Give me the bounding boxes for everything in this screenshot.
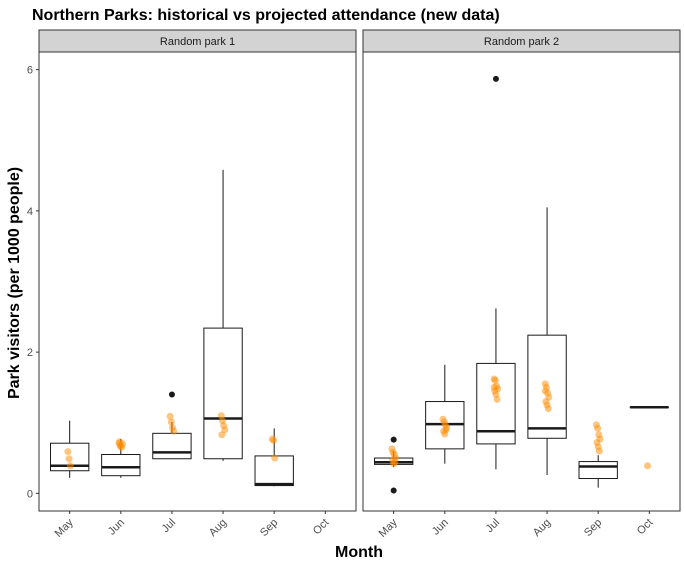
outlier-point bbox=[168, 391, 175, 398]
projected-point bbox=[442, 426, 450, 434]
projected-point bbox=[544, 405, 552, 413]
chart-title: Northern Parks: historical vs projected … bbox=[32, 7, 500, 24]
y-tick-label: 2 bbox=[27, 347, 33, 359]
y-tick-label: 6 bbox=[27, 65, 33, 77]
projected-point bbox=[64, 448, 72, 456]
x-tick-label: Oct bbox=[635, 517, 656, 538]
projected-point bbox=[490, 383, 498, 391]
x-tick-label: Jun bbox=[106, 517, 127, 538]
projected-point bbox=[491, 376, 499, 384]
y-tick-label: 0 bbox=[27, 488, 33, 500]
box-jul bbox=[152, 391, 192, 460]
projected-point bbox=[170, 427, 178, 435]
facet-panel: Random park 1 May Jun Jul Aug Sep Oct bbox=[38, 29, 357, 540]
projected-point bbox=[644, 462, 652, 470]
projected-point bbox=[117, 442, 125, 450]
x-tick-label: May bbox=[53, 516, 77, 540]
x-tick-label: Jul bbox=[484, 517, 502, 535]
projected-point bbox=[493, 395, 501, 403]
projected-point bbox=[65, 455, 73, 463]
projected-point bbox=[271, 454, 279, 462]
x-tick-label: Jul bbox=[160, 517, 178, 535]
box-body bbox=[203, 327, 243, 460]
y-tick-label: 4 bbox=[27, 206, 33, 218]
box-body bbox=[152, 432, 192, 460]
x-tick-label: Sep bbox=[258, 517, 280, 539]
projected-point bbox=[541, 387, 549, 395]
x-tick-label: May bbox=[377, 516, 401, 540]
projected-point bbox=[166, 412, 174, 420]
facet-strip-label: Random park 1 bbox=[160, 36, 235, 48]
projected-point bbox=[595, 447, 603, 455]
outlier-point bbox=[492, 75, 499, 82]
x-tick-label: Oct bbox=[311, 517, 332, 538]
box-jun bbox=[101, 438, 141, 478]
y-axis-title: Park visitors (per 1000 people) bbox=[6, 167, 23, 399]
box-sep bbox=[578, 455, 618, 488]
x-tick-label: Sep bbox=[582, 517, 604, 539]
facet-panel: Random park 2 May Jun Jul Aug Sep Oct bbox=[362, 29, 681, 540]
x-tick-label: Jun bbox=[430, 517, 451, 538]
projected-point bbox=[167, 418, 175, 426]
outlier-point bbox=[390, 436, 397, 443]
x-axis-title: Month bbox=[335, 544, 383, 561]
box-body bbox=[578, 461, 618, 480]
facet-strip-label: Random park 2 bbox=[484, 36, 559, 48]
projected-point bbox=[66, 462, 74, 470]
panel-border bbox=[38, 51, 357, 512]
x-tick-label: Aug bbox=[531, 517, 553, 539]
projected-point bbox=[270, 436, 278, 444]
projected-point bbox=[218, 431, 226, 439]
panel-border bbox=[362, 51, 681, 512]
projected-point bbox=[391, 458, 399, 466]
x-tick-label: Aug bbox=[207, 517, 229, 539]
projected-point bbox=[594, 424, 602, 432]
outlier-point bbox=[390, 487, 397, 494]
box-body bbox=[101, 454, 141, 477]
